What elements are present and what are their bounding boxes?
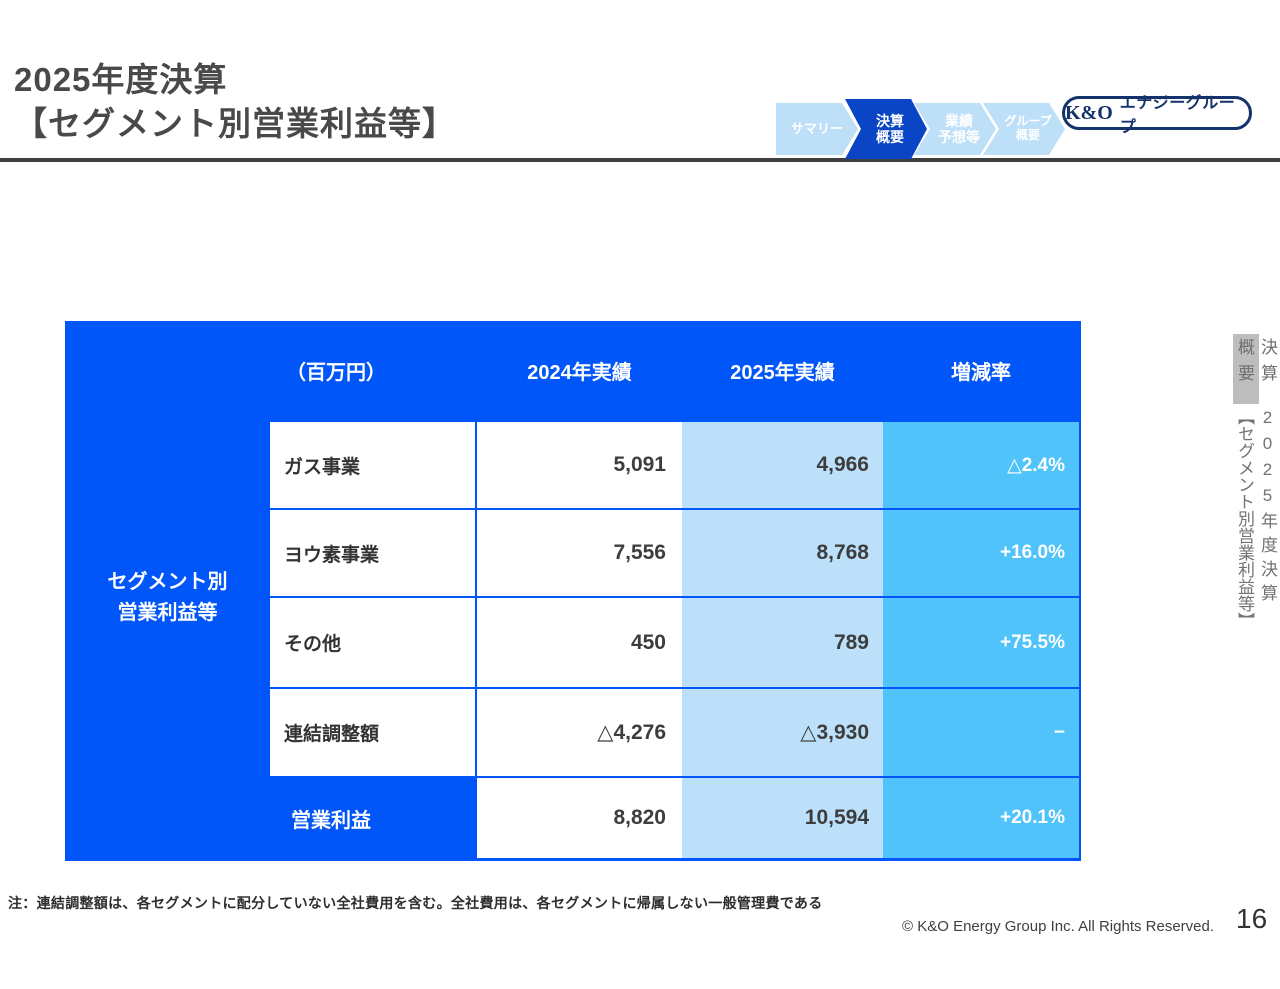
segment-table: （百万円） 2024年実績 2025年実績 増減率 セグメント別 営業利益等 ガ… [65,321,1081,861]
cell-change: +16.0% [883,508,1079,596]
title-underline [0,158,1280,162]
nav-item-label: グループ [1004,114,1052,129]
side-tab-line1: 決算 [1258,338,1277,390]
cell-2024: 450 [477,596,682,687]
side-tab-highlight [1233,334,1259,404]
cell-2025: 4,966 [682,420,883,508]
cell-2024: △4,276 [477,687,682,776]
side-tab-line2: 概要 [1235,338,1254,390]
copyright: © K&O Energy Group Inc. All Rights Reser… [902,918,1215,935]
group-label-line2: 営業利益等 [117,602,218,624]
nav-item-summary[interactable]: サマリー [776,103,858,155]
logo-name: エナジーグループ [1119,95,1236,136]
company-logo: K&O エナジーグループ [1062,95,1252,136]
nav-item-label: 業績 [945,112,973,129]
nav-item-label: 予想等 [938,129,980,145]
page-title-line2: 【セグメント別営業利益等】 [14,105,456,142]
total-cell-change: +20.1% [883,776,1079,858]
cell-2025: 789 [682,596,883,687]
table-header-change: 増減率 [951,362,1011,384]
total-cell-2024: 8,820 [477,776,682,858]
nav-breadcrumb: サマリー 決算 概要 業績 予想等 グループ 概要 [776,98,1065,160]
page-title: 2025年度決算 【セグメント別営業利益等】 [14,58,456,146]
table-header-unit: （百万円） [286,362,386,384]
group-label: セグメント別 営業利益等 [65,420,270,776]
side-slide-title-line2: 【セグメント別営業利益等】 [1235,408,1254,629]
cell-change: +75.5% [883,596,1079,687]
cell-2024: 5,091 [477,420,682,508]
page-title-line1: 2025年度決算 [14,61,228,98]
page-number: 16 [1236,903,1268,934]
nav-item-label: サマリー [790,120,843,136]
cell-2025: 8,768 [682,508,883,596]
side-slide-title-line1: 2025年度決算 [1258,408,1277,608]
row-label: ヨウ素事業 [270,508,477,596]
cell-change: △2.4% [883,420,1079,508]
nav-item-label: 概要 [1015,128,1040,142]
total-row-label: 営業利益 [65,776,477,858]
total-cell-2025: 10,594 [682,776,883,858]
row-label: その他 [270,596,477,687]
row-label: 連結調整額 [270,687,477,776]
row-label: ガス事業 [270,420,477,508]
nav-item-forecast[interactable]: 業績 予想等 [914,103,996,155]
footnote: 注：連結調整額は、各セグメントに配分していない全社費用を含む。全社費用は、各セグ… [8,895,823,911]
group-label-line1: セグメント別 [107,571,228,593]
nav-item-label: 決算 [876,112,904,129]
logo-mark: K&O [1065,101,1113,124]
table-header-2024: 2024年実績 [527,362,632,384]
cell-2024: 7,556 [477,508,682,596]
cell-2025: △3,930 [682,687,883,776]
side-section-tab: 決算 概要 2025年度決算 【セグメント別営業利益等】 [1233,334,1279,664]
side-slide-title: 2025年度決算 【セグメント別営業利益等】 [1233,408,1279,629]
side-tab-text: 決算 概要 [1233,334,1279,390]
table-header-2025: 2025年実績 [730,362,835,384]
cell-change: − [883,687,1079,776]
nav-item-label: 概要 [876,129,904,145]
